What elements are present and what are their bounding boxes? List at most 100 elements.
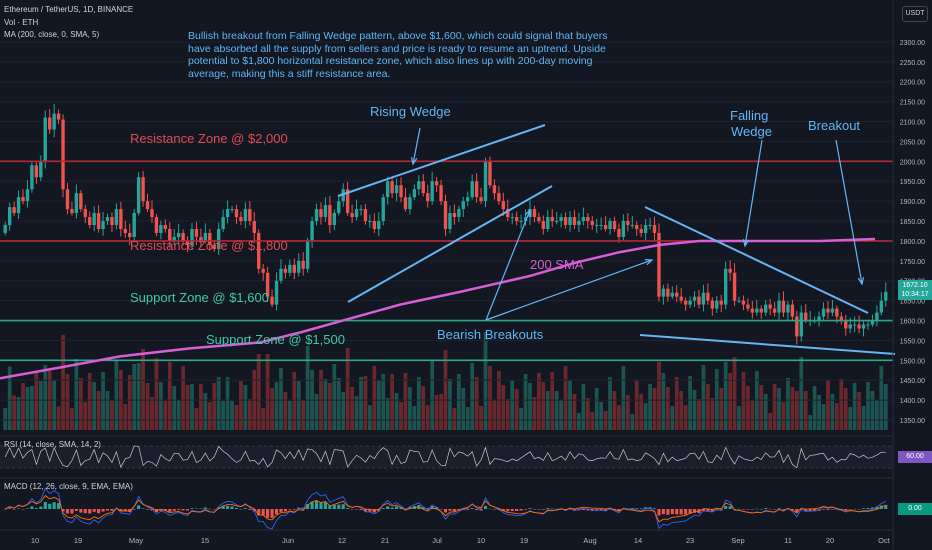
macd-histogram-bar bbox=[550, 508, 554, 510]
volume-bar bbox=[345, 348, 350, 430]
macd-histogram-bar bbox=[675, 509, 679, 515]
volume-bar bbox=[545, 391, 550, 430]
candle-body bbox=[403, 197, 408, 210]
candle-body bbox=[79, 193, 83, 210]
macd-histogram-bar bbox=[21, 509, 25, 510]
volume-bar bbox=[385, 398, 390, 430]
candle-body bbox=[661, 288, 666, 297]
breakout-arrow bbox=[835, 139, 863, 285]
candle-body bbox=[790, 304, 795, 317]
candle-body bbox=[43, 117, 47, 162]
candle-body bbox=[706, 292, 710, 301]
macd-histogram-bar bbox=[773, 509, 777, 510]
candle-body bbox=[537, 217, 541, 222]
volume-bar bbox=[21, 383, 25, 430]
macd-histogram-bar bbox=[581, 509, 585, 510]
volume-bar bbox=[332, 364, 337, 430]
volume-bar bbox=[861, 406, 866, 430]
macd-histogram-bar bbox=[541, 509, 545, 510]
falling-wedge-upper bbox=[644, 206, 869, 314]
breakout-arrow-head bbox=[857, 277, 865, 286]
candle-body bbox=[666, 288, 670, 297]
macd-histogram-bar bbox=[181, 509, 185, 511]
volume-bar bbox=[501, 385, 506, 430]
macd-histogram-bar bbox=[132, 509, 136, 510]
macd-histogram-bar bbox=[399, 507, 403, 509]
candle-body bbox=[523, 217, 528, 222]
macd-histogram-bar bbox=[857, 508, 861, 510]
macd-histogram-bar bbox=[701, 509, 705, 512]
volume-bar bbox=[786, 378, 790, 430]
macd-histogram-bar bbox=[292, 509, 296, 510]
macd-histogram-bar bbox=[34, 508, 38, 509]
currency-button[interactable]: USDT bbox=[902, 6, 928, 22]
volume-bar bbox=[381, 374, 386, 430]
candle-body bbox=[501, 201, 506, 210]
sma-200-label: 200 SMA bbox=[530, 257, 584, 272]
volume-bar bbox=[674, 377, 679, 430]
volume-bar bbox=[154, 358, 159, 430]
price-axis-label: 1450.00 bbox=[900, 378, 925, 385]
macd-value-badge: 0.00 bbox=[898, 503, 932, 515]
candle-body bbox=[519, 221, 523, 223]
price-axis-label: 2150.00 bbox=[900, 100, 925, 107]
candle-body bbox=[128, 232, 132, 237]
macd-histogram-bar bbox=[830, 509, 834, 510]
candle-body bbox=[817, 316, 821, 321]
volume-bar bbox=[741, 372, 746, 430]
candle-body bbox=[639, 229, 643, 233]
macd-histogram-bar bbox=[750, 509, 754, 510]
macd-histogram-bar bbox=[746, 509, 750, 510]
volume-bar bbox=[296, 381, 301, 430]
macd-histogram-bar bbox=[8, 508, 12, 509]
volume-bar bbox=[12, 395, 16, 430]
macd-histogram-bar bbox=[697, 509, 701, 514]
volume-bar bbox=[697, 399, 701, 430]
macd-histogram-bar bbox=[492, 509, 496, 510]
candle-body bbox=[728, 268, 732, 273]
volume-bar bbox=[505, 399, 510, 430]
macd-histogram-bar bbox=[306, 504, 310, 509]
macd-histogram-bar bbox=[346, 508, 350, 509]
macd-histogram-bar bbox=[97, 509, 101, 514]
volume-bar bbox=[577, 413, 581, 430]
bearish-breakout-arrow-2 bbox=[485, 259, 653, 321]
volume-bar bbox=[368, 405, 372, 430]
volume-bar bbox=[746, 386, 750, 430]
candle-body bbox=[345, 189, 350, 214]
candle-body bbox=[648, 225, 652, 227]
candle-body bbox=[643, 225, 648, 233]
volume-bar bbox=[74, 359, 79, 430]
volume-bar bbox=[728, 373, 732, 430]
macd-histogram-bar bbox=[506, 509, 510, 512]
volume-bar bbox=[87, 373, 92, 430]
support-1600-label: Support Zone @ $1,600 bbox=[130, 290, 269, 305]
candle-body bbox=[132, 213, 136, 237]
candle-body bbox=[16, 197, 21, 214]
time-axis-label: 10 bbox=[31, 536, 39, 545]
volume-bar bbox=[314, 394, 319, 430]
macd-histogram-bar bbox=[381, 508, 385, 509]
macd-histogram-bar bbox=[323, 502, 327, 509]
volume-bar bbox=[96, 391, 101, 430]
volume-bar bbox=[781, 402, 786, 430]
macd-histogram-bar bbox=[172, 509, 176, 511]
candle-body bbox=[483, 161, 488, 202]
volume-bar bbox=[732, 357, 737, 430]
macd-histogram-bar bbox=[466, 509, 470, 510]
volume-bar bbox=[350, 387, 354, 430]
macd-histogram-bar bbox=[221, 506, 225, 509]
candle-body bbox=[781, 300, 786, 313]
symbol-title: Ethereum / TetherUS, 1D, BINANCE bbox=[4, 5, 134, 14]
volume-bar bbox=[852, 383, 857, 430]
macd-histogram-bar bbox=[48, 503, 52, 509]
volume-bar bbox=[799, 357, 804, 430]
macd-histogram-bar bbox=[564, 509, 568, 510]
volume-bar bbox=[261, 408, 266, 430]
volume-bar bbox=[803, 391, 808, 430]
macd-histogram-bar bbox=[57, 503, 61, 509]
volume-bar bbox=[265, 354, 270, 430]
candle-body bbox=[492, 185, 497, 194]
macd-histogram-bar bbox=[119, 509, 123, 511]
